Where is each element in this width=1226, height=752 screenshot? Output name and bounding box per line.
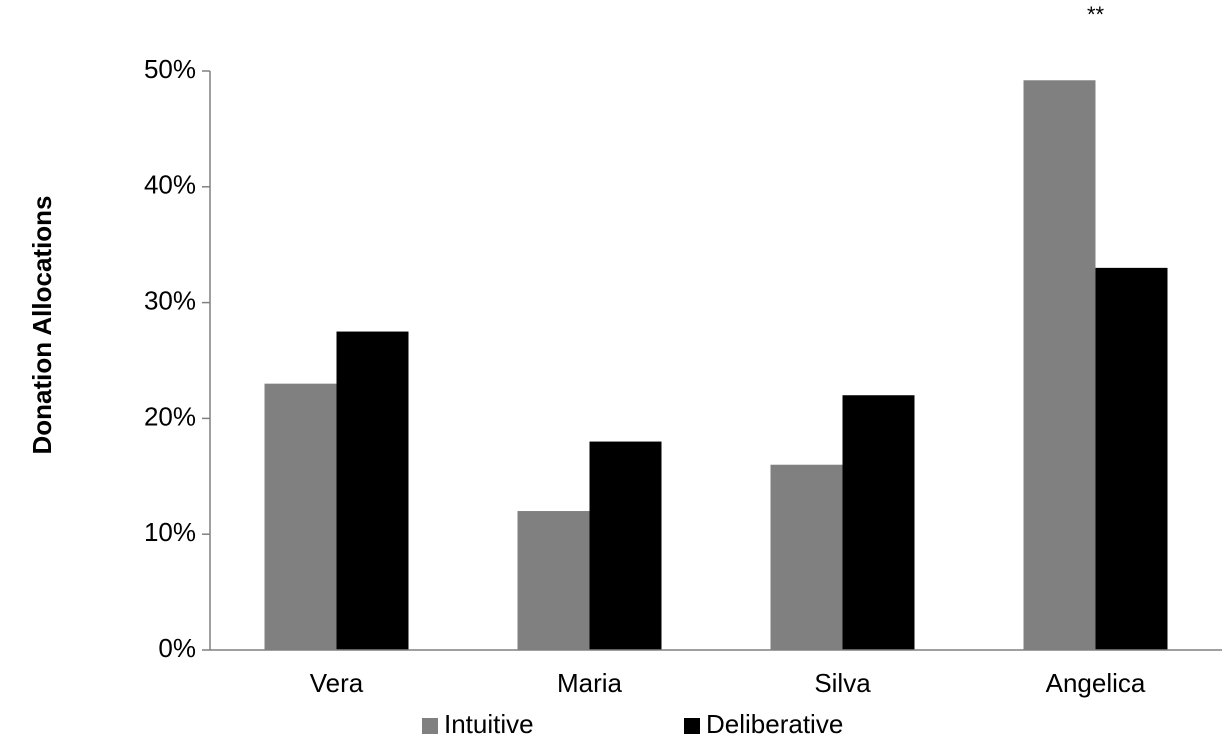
y-tick-label: 0%	[158, 633, 196, 663]
legend-label-deliberative: Deliberative	[706, 709, 843, 739]
legend-swatch-deliberative	[684, 718, 700, 734]
bar-deliberative-silva	[842, 395, 915, 650]
y-tick-label: 20%	[144, 401, 196, 431]
bar-deliberative-angelica	[1095, 267, 1168, 650]
bar-intuitive-angelica	[1023, 80, 1096, 651]
annotations-group: **	[1087, 2, 1105, 27]
bars-group	[264, 80, 1168, 651]
bar-intuitive-maria	[517, 511, 590, 650]
legend: Intuitive Deliberative	[422, 709, 843, 739]
x-tick-label: Silva	[814, 668, 871, 698]
y-axis-title-group: Donation Allocations	[27, 195, 57, 454]
y-tick-label: 40%	[144, 170, 196, 200]
y-tick-label: 30%	[144, 285, 196, 315]
x-tick-label: Angelica	[1046, 668, 1146, 698]
y-tick-label: 10%	[144, 517, 196, 547]
legend-label-intuitive: Intuitive	[444, 709, 534, 739]
legend-swatch-intuitive	[422, 718, 438, 734]
y-axis-title: Donation Allocations	[27, 195, 57, 454]
bar-deliberative-maria	[589, 441, 662, 650]
x-tick-label: Vera	[310, 668, 364, 698]
bar-intuitive-vera	[264, 383, 337, 650]
bar-intuitive-silva	[770, 464, 843, 650]
bar-deliberative-vera	[336, 331, 409, 650]
x-tick-label: Maria	[557, 668, 623, 698]
x-axis: Vera Maria Silva Angelica	[210, 649, 1222, 698]
significance-annotation: **	[1087, 2, 1105, 27]
y-tick-label: 50%	[144, 54, 196, 84]
y-axis: 0% 10% 20% 30% 40% 50%	[144, 54, 211, 663]
